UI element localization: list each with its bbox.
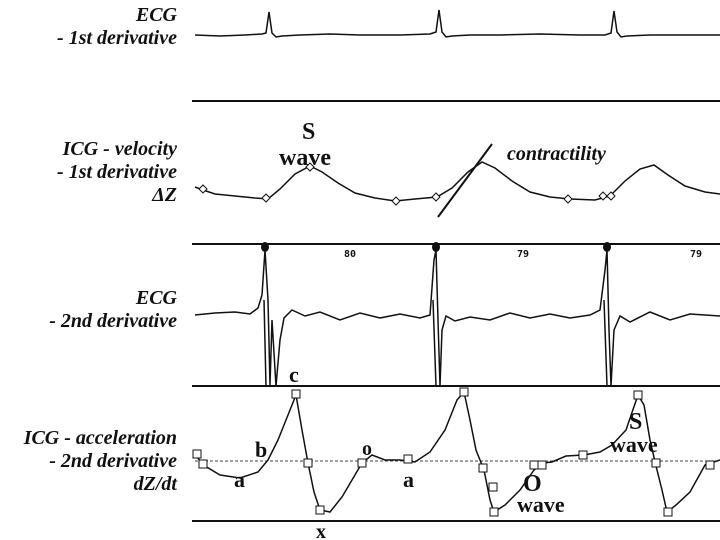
label-line: - 1st derivative (57, 27, 177, 49)
label-line: ΔZ (152, 184, 177, 206)
label-line: - 2nd derivative (49, 450, 177, 472)
marker (633, 390, 643, 400)
s-wave-top-wave: wave (279, 145, 331, 171)
ecg-2nd-derivative-trace (194, 249, 720, 387)
marker (606, 191, 616, 201)
marker (578, 450, 588, 460)
icg-acceleration-label: ICG - acceleration - 2nd derivative dZ/d… (24, 427, 177, 496)
c-point-label: c (289, 362, 299, 387)
a-wave-label: a (403, 467, 414, 492)
trace-detail (432, 299, 437, 387)
marker (261, 193, 271, 203)
marker (529, 460, 539, 470)
o-wave-o: O (523, 471, 542, 497)
ecg-1st-derivative-label: ECG - 1st derivative (57, 4, 177, 50)
marker (291, 389, 301, 399)
b-point-label: b (255, 437, 267, 462)
marker (651, 458, 661, 468)
marker (391, 196, 401, 206)
marker (489, 507, 499, 517)
label-line: dZ/dt (133, 473, 177, 495)
icg-velocity-label: ICG - velocity - 1st derivative ΔZ (57, 138, 177, 207)
contractility-label: contractility (507, 143, 606, 165)
label-line: - 2nd derivative (49, 310, 177, 332)
r-peak-marker (603, 242, 611, 252)
trace-detail (263, 299, 267, 387)
heart-rate-label: 79 (517, 249, 529, 260)
heart-rate-label: 79 (690, 249, 702, 260)
o-wave-wave: wave (517, 492, 565, 517)
icg-velocity-trace (194, 161, 720, 202)
marker (357, 458, 367, 468)
marker (198, 459, 208, 469)
marker (192, 449, 202, 459)
marker (305, 162, 315, 172)
marker (537, 460, 547, 470)
label-line: ECG (135, 4, 177, 26)
r-peak-marker (432, 242, 440, 252)
ecg-2nd-derivative-label: ECG - 2nd derivative (49, 287, 177, 333)
heart-rate-label: 80 (344, 249, 356, 260)
marker (459, 387, 469, 397)
s-wave-bottom-wave: wave (610, 432, 658, 457)
marker (303, 458, 313, 468)
ecg-1st-derivative-trace (194, 9, 720, 38)
marker (478, 463, 488, 473)
marker (403, 454, 413, 464)
label-line: ICG - acceleration (23, 427, 177, 449)
label-line: ECG (135, 287, 177, 309)
s-wave-top-s: S (302, 119, 315, 145)
r-peak-marker (261, 242, 269, 252)
marker (488, 482, 498, 492)
marker (431, 192, 441, 202)
contractility-slope-line (437, 143, 493, 218)
label-line: - 1st derivative (57, 161, 177, 183)
marker (563, 194, 573, 204)
marker (598, 191, 608, 201)
marker (198, 184, 208, 194)
label-line: ICG - velocity (62, 138, 177, 160)
marker (663, 507, 673, 517)
x-point-label: x (316, 521, 326, 540)
a-wave-label: a (234, 467, 245, 492)
marker (705, 460, 715, 470)
icg-acceleration-trace (194, 390, 720, 514)
trace-detail (603, 299, 608, 387)
s-wave-bottom-s: S (629, 409, 642, 435)
marker (315, 505, 325, 515)
o-point-label: o (362, 438, 372, 460)
